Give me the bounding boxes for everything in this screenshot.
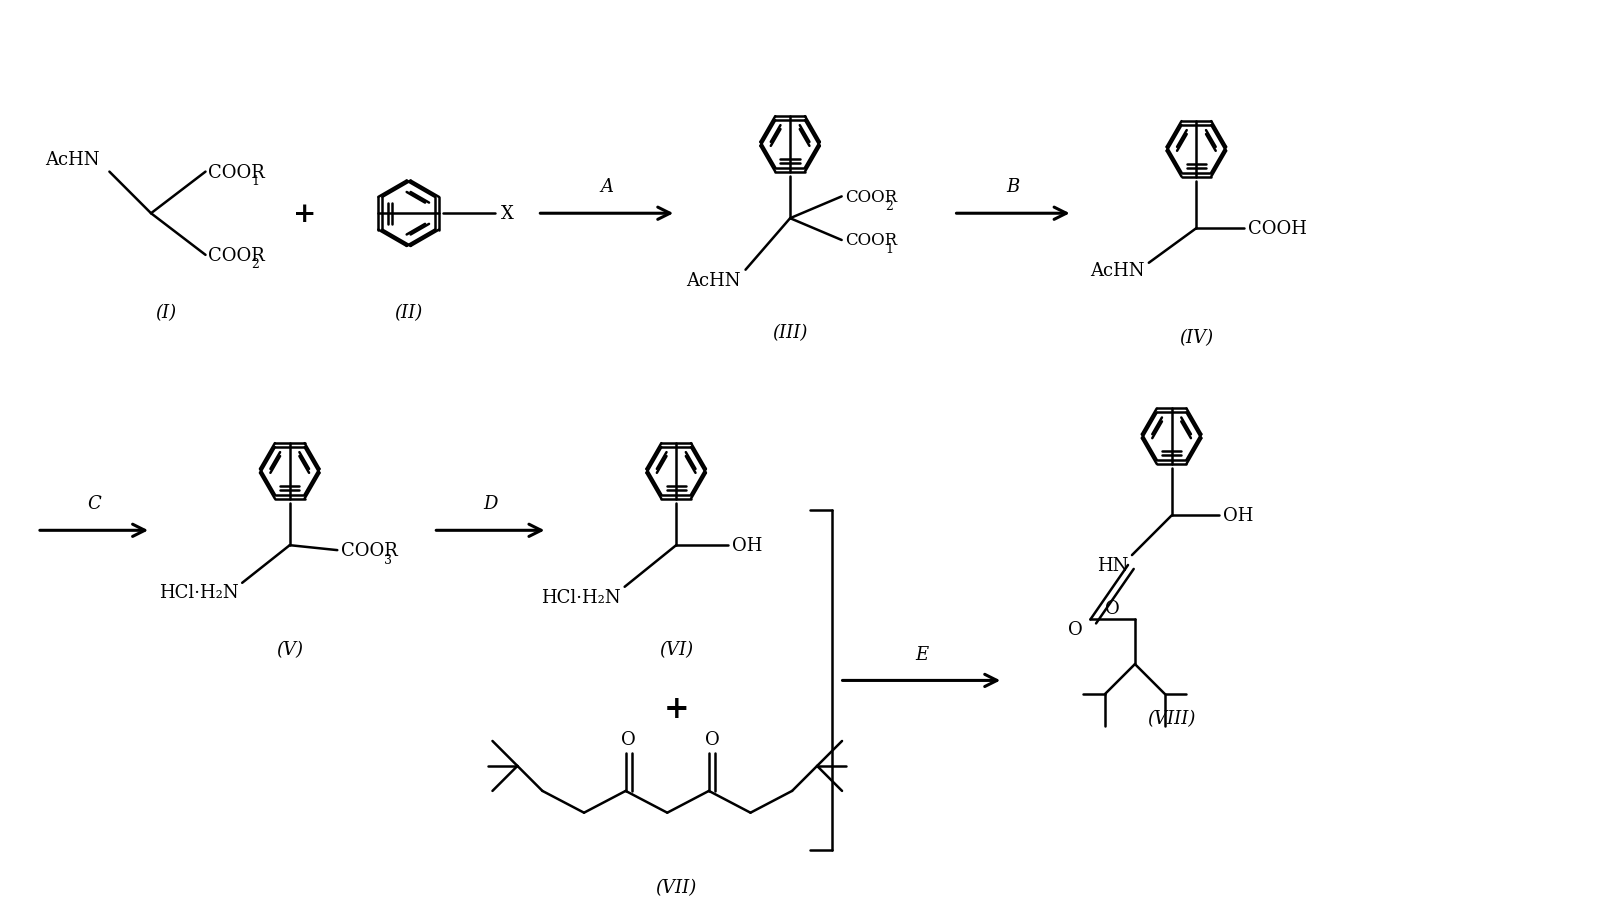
Text: HN: HN <box>1096 557 1128 574</box>
Text: 2: 2 <box>885 200 893 212</box>
Text: COOR: COOR <box>341 541 399 559</box>
Text: AcHN: AcHN <box>1091 261 1144 280</box>
Text: +: + <box>664 693 689 724</box>
Text: E: E <box>914 645 927 663</box>
Text: AcHN: AcHN <box>45 150 100 169</box>
Text: (III): (III) <box>773 323 808 342</box>
Text: O: O <box>1104 599 1120 617</box>
Text: COOH: COOH <box>1249 220 1306 238</box>
Text: COOR: COOR <box>845 189 898 206</box>
Text: COOR: COOR <box>209 247 265 264</box>
Text: (IV): (IV) <box>1180 329 1213 347</box>
Text: 1: 1 <box>885 243 893 256</box>
Text: C: C <box>87 495 101 513</box>
Text: (VII): (VII) <box>656 878 697 896</box>
Text: D: D <box>484 495 498 513</box>
Text: 1: 1 <box>251 175 259 188</box>
Text: HCl·H₂N: HCl·H₂N <box>159 583 238 601</box>
Text: O: O <box>704 731 720 749</box>
Text: (VI): (VI) <box>659 640 693 659</box>
Text: HCl·H₂N: HCl·H₂N <box>542 588 620 606</box>
Text: +: + <box>292 200 317 228</box>
Text: (VIII): (VIII) <box>1147 710 1196 728</box>
Text: 2: 2 <box>251 258 259 271</box>
Text: 3: 3 <box>384 553 392 566</box>
Text: (I): (I) <box>156 304 177 322</box>
Text: O: O <box>1067 620 1083 639</box>
Text: OH: OH <box>1223 507 1253 525</box>
Text: (V): (V) <box>276 640 304 659</box>
Text: O: O <box>622 731 636 749</box>
Text: (II): (II) <box>394 304 423 322</box>
Text: COOR: COOR <box>845 232 898 250</box>
Text: AcHN: AcHN <box>686 271 741 290</box>
Text: X: X <box>501 205 514 223</box>
Text: COOR: COOR <box>209 163 265 181</box>
Text: B: B <box>1006 179 1020 196</box>
Text: A: A <box>601 179 614 196</box>
Text: OH: OH <box>731 537 762 555</box>
